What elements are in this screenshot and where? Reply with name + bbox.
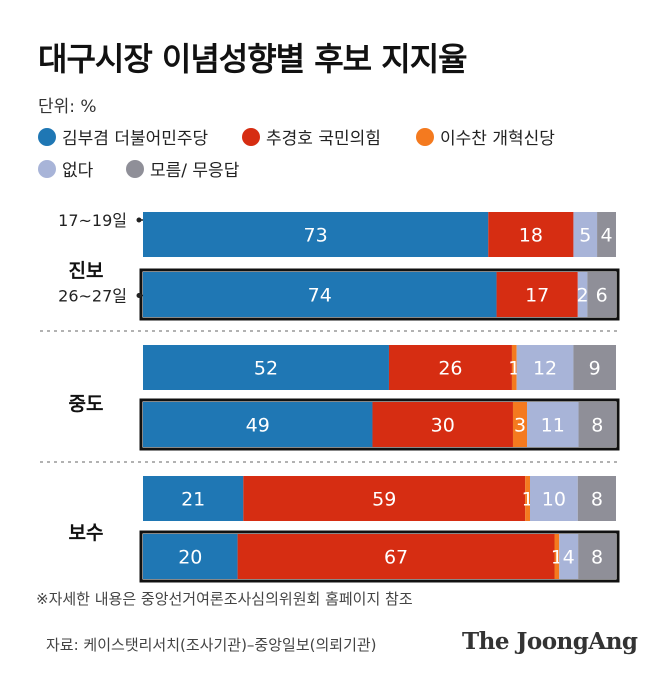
bar-segment	[525, 476, 530, 521]
bar-segment	[587, 272, 616, 317]
data-label: 11	[541, 415, 565, 437]
legend-label: 없다	[62, 161, 94, 181]
bar-outline	[139, 530, 620, 583]
group-label: 진보	[69, 260, 104, 282]
unit-label: 단위: %	[38, 97, 97, 117]
bar-segment	[559, 534, 579, 579]
data-label: 20	[178, 547, 202, 569]
period-label: 26~27일	[58, 287, 127, 306]
data-label: 3	[514, 415, 526, 437]
bar-segment	[143, 345, 389, 390]
bar-segment	[143, 476, 244, 521]
bar-segment	[527, 402, 579, 447]
data-label: 26	[438, 358, 462, 380]
period-label: 17~19일	[58, 211, 127, 230]
legend-swatch-icon	[126, 159, 144, 178]
source: 자료: 케이스탯리서치(조사기관)–중앙일보(의뢰기관)	[46, 636, 377, 654]
data-label: 8	[591, 489, 603, 511]
legend-swatch-icon	[242, 127, 260, 146]
legend-item-choo: 추경호 국민의힘	[242, 124, 381, 149]
bar-segment	[554, 534, 560, 579]
bar-segment	[488, 212, 574, 257]
bar-segment	[573, 212, 598, 257]
bar-segment	[530, 476, 578, 521]
data-label: 73	[304, 225, 328, 247]
bar-segment	[143, 272, 497, 317]
data-label: 49	[246, 415, 270, 437]
bar-segment	[511, 345, 517, 390]
data-label: 10	[542, 489, 566, 511]
bar-segment	[573, 345, 616, 390]
data-label: 59	[372, 489, 396, 511]
data-label: 12	[533, 358, 557, 380]
legend-label: 김부겸 더불어민주당	[62, 129, 209, 149]
bar-segment	[243, 476, 526, 521]
bar-segment	[578, 402, 616, 447]
bar-segment	[577, 272, 588, 317]
data-label: 4	[600, 225, 612, 247]
bar-segment	[237, 534, 555, 579]
legend-swatch-icon	[416, 127, 434, 146]
bar-segment	[388, 345, 512, 390]
data-label: 4	[563, 547, 575, 569]
bar-segment	[143, 534, 238, 579]
data-label: 9	[589, 358, 601, 380]
legend-item-kim: 김부겸 더불어민주당	[38, 124, 208, 149]
data-label: 18	[519, 225, 543, 247]
data-label: 5	[579, 225, 591, 247]
bar-segment	[372, 402, 513, 447]
data-label: 74	[308, 285, 332, 307]
footnote: ※자세한 내용은 중앙선거여론조사심의위원회 홈페이지 참조	[36, 590, 413, 608]
bar-segment	[143, 402, 373, 447]
legend-label: 추경호 국민의힘	[266, 129, 381, 149]
data-label: 8	[591, 415, 603, 437]
data-label: 8	[591, 547, 603, 569]
bar-segment	[597, 212, 616, 257]
legend-item-none: 없다	[38, 156, 93, 181]
data-label: 21	[181, 489, 205, 511]
bar-segment	[577, 476, 616, 521]
group-label: 중도	[69, 393, 104, 415]
legend-item-unknown: 모름/ 무응답	[126, 156, 239, 181]
bar-segment	[512, 402, 528, 447]
legend-swatch-icon	[38, 127, 56, 146]
bar-segment	[496, 272, 578, 317]
data-label: 17	[525, 285, 549, 307]
legend-swatch-icon	[38, 159, 56, 178]
data-label: 2	[577, 285, 589, 307]
data-label: 67	[384, 547, 408, 569]
legend-label: 이수찬 개혁신당	[440, 129, 555, 149]
data-label: 30	[431, 415, 455, 437]
data-label: 6	[596, 285, 608, 307]
legend-item-lee: 이수찬 개혁신당	[416, 124, 555, 149]
publisher-logo: The JoongAng	[462, 628, 638, 655]
legend-label: 모름/ 무응답	[150, 161, 240, 181]
bar-segment	[516, 345, 574, 390]
bar-segment	[578, 534, 616, 579]
group-label: 보수	[69, 522, 104, 544]
chart-title: 대구시장 이념성향별 후보 지지율	[38, 40, 468, 78]
data-label: 52	[254, 358, 278, 380]
bar-segment	[143, 212, 489, 257]
bar-outline	[139, 398, 620, 451]
